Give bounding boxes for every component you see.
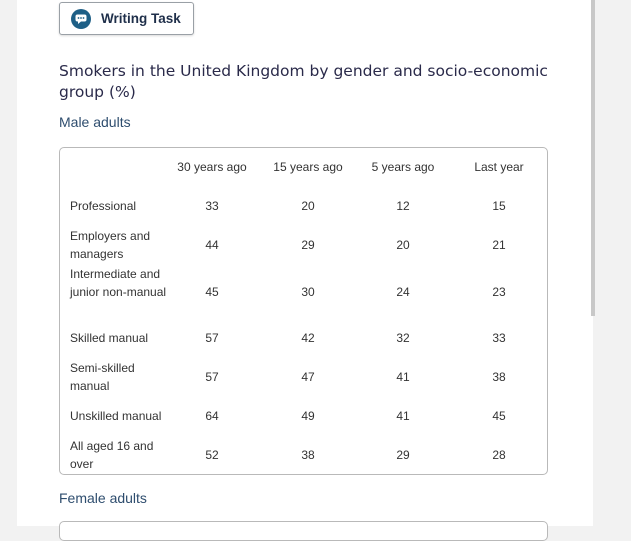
column-header: 5 years ago xyxy=(371,160,435,174)
table-cell: 41 xyxy=(396,409,410,423)
table-cell: 45 xyxy=(205,285,219,299)
female-adults-table xyxy=(59,521,548,541)
table-cell: 57 xyxy=(205,370,219,384)
table-cell: 15 xyxy=(492,199,506,213)
column-header: 15 years ago xyxy=(273,160,343,174)
row-label: Employers and managers xyxy=(70,229,151,261)
column-header: Last year xyxy=(474,160,524,174)
table-cell: 20 xyxy=(396,238,410,252)
table-cell: 49 xyxy=(301,409,315,423)
table-cell: 32 xyxy=(396,331,410,345)
table-cell: 38 xyxy=(492,370,506,384)
row-label: Intermediate and junior non-manual xyxy=(70,267,167,299)
table-cell: 64 xyxy=(205,409,219,423)
writing-task-label: Writing Task xyxy=(101,11,181,26)
row-label: Semi-skilled manual xyxy=(70,361,135,393)
table-cell: 21 xyxy=(492,238,506,252)
female-adults-heading: Female adults xyxy=(59,490,147,506)
row-label: Professional xyxy=(70,199,137,213)
writing-task-button[interactable]: Writing Task xyxy=(59,2,194,35)
table-cell: 12 xyxy=(396,199,410,213)
table-cell: 52 xyxy=(205,448,219,462)
table-cell: 23 xyxy=(492,285,506,299)
table-cell: 44 xyxy=(205,238,219,252)
table-cell: 38 xyxy=(301,448,315,462)
table-cell: 29 xyxy=(301,238,315,252)
table-cell: 30 xyxy=(301,285,315,299)
table-cell: 28 xyxy=(492,448,506,462)
table-cell: 47 xyxy=(301,370,315,384)
table-cell: 20 xyxy=(301,199,315,213)
table-cell: 42 xyxy=(301,331,315,345)
table-cell: 29 xyxy=(396,448,410,462)
table-cell: 33 xyxy=(492,331,506,345)
table-cell: 45 xyxy=(492,409,506,423)
male-adults-table: 30 years ago 15 years ago 5 years ago La… xyxy=(59,147,548,475)
page-title: Smokers in the United Kingdom by gender … xyxy=(59,62,548,101)
table-cell: 57 xyxy=(205,331,219,345)
row-label: Unskilled manual xyxy=(70,409,162,423)
table-cell: 24 xyxy=(396,285,410,299)
chat-bubble-icon xyxy=(71,8,91,29)
male-adults-heading: Male adults xyxy=(59,114,131,130)
scrollbar-thumb[interactable] xyxy=(591,0,595,316)
table-cell: 33 xyxy=(205,199,219,213)
table-cell: 41 xyxy=(396,370,410,384)
row-label: Skilled manual xyxy=(70,331,149,345)
column-header: 30 years ago xyxy=(177,160,247,174)
row-label: All aged 16 and over xyxy=(70,439,154,471)
